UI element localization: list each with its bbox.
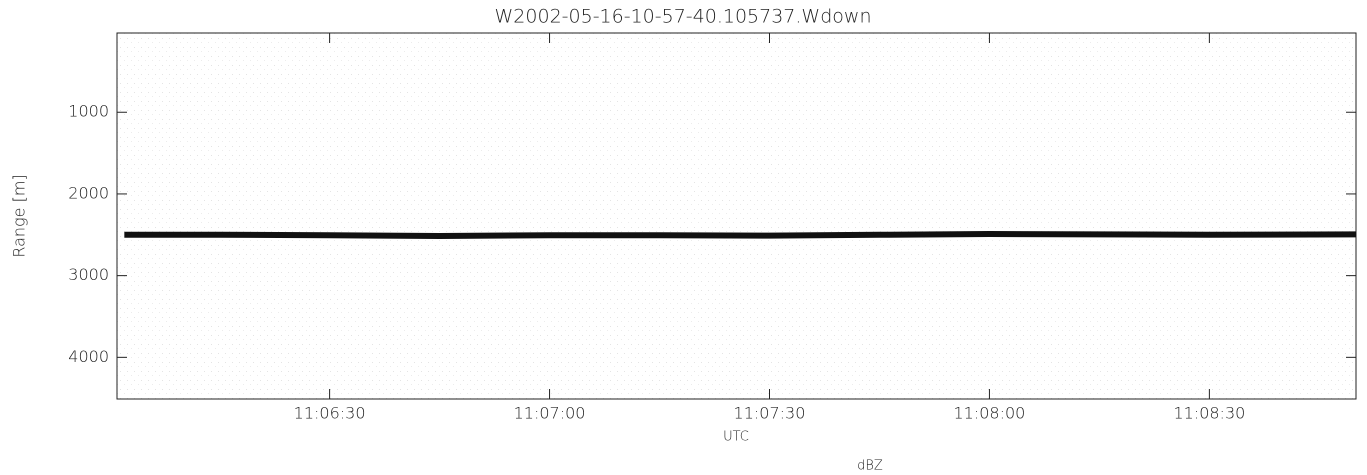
x-tick-label: 11:07:30 (734, 404, 806, 423)
y-tick-label: 3000 (68, 265, 109, 284)
y-tick-label: 1000 (68, 102, 109, 121)
colorbar-label: dBZ (857, 459, 883, 474)
plot-area (117, 33, 1356, 399)
x-tick-label: 11:07:00 (514, 404, 586, 423)
y-tick-label: 2000 (68, 183, 109, 202)
chart-title: W2002-05-16-10-57-40.105737.Wdown (495, 6, 872, 28)
x-tick-label: 11:08:00 (954, 404, 1026, 423)
x-tick-label: 11:08:30 (1173, 404, 1245, 423)
echo-layer (124, 230, 1357, 240)
y-axis-label: Range [m] (10, 174, 29, 257)
plot-frame (116, 32, 1357, 400)
y-tick-label: 4000 (68, 347, 109, 366)
x-axis-label: UTC (723, 430, 749, 445)
x-tick-label: 11:06:30 (294, 404, 366, 423)
